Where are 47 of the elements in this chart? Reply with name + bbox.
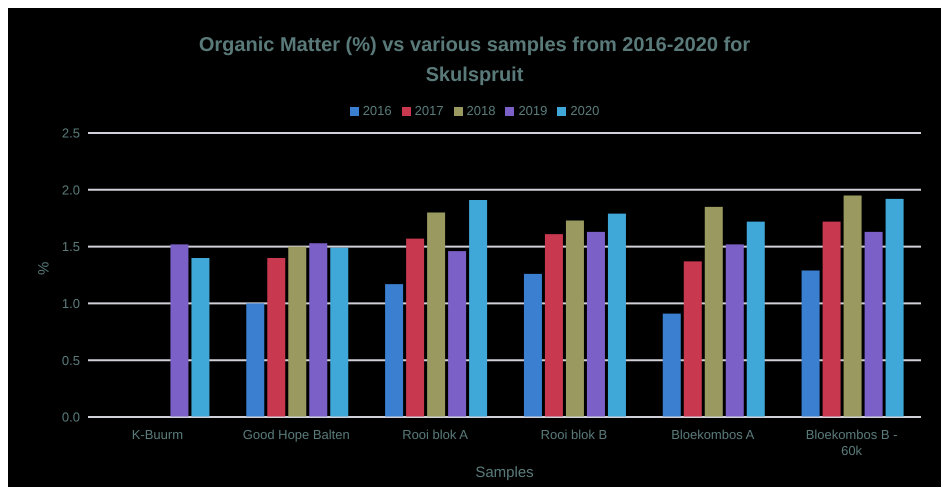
bar (566, 220, 584, 417)
bar (469, 200, 488, 417)
x-tick-label: Bloekombos A (671, 427, 755, 442)
bar (406, 238, 424, 417)
bar (864, 232, 883, 417)
bar (544, 234, 563, 417)
bar (246, 303, 264, 417)
y-tick-label: 2.5 (62, 126, 80, 141)
y-tick-label: 1.0 (62, 296, 80, 312)
bar (746, 222, 765, 417)
x-tick-label: K-Buurm (132, 427, 184, 442)
bar (586, 232, 605, 417)
y-tick-label: 0.0 (62, 410, 80, 425)
legend-label: 2018 (466, 103, 496, 118)
y-axis-title: % (35, 262, 52, 275)
bar (524, 274, 542, 417)
bar (886, 198, 904, 417)
bar (822, 222, 841, 417)
legend-label: 2019 (518, 103, 548, 118)
x-tick-label: Bloekombos B - 60k (806, 427, 898, 458)
bar (684, 261, 702, 417)
bar (267, 258, 286, 417)
x-tick-label: Good Hope Balten (242, 427, 350, 442)
bar (170, 244, 188, 417)
x-tick-label: Rooi blok B (540, 427, 608, 442)
bar (330, 248, 348, 417)
bar (608, 214, 626, 417)
chart-title: Organic Matter (%) vs various samples from 2016-2020 for Skulspruit (198, 33, 752, 88)
bar (191, 258, 210, 417)
bar (309, 243, 328, 417)
legend-label: 2020 (570, 103, 600, 118)
legend-label: 2017 (414, 103, 444, 118)
legend-label: 2016 (362, 103, 392, 118)
y-tick-label: 0.5 (62, 352, 80, 368)
x-axis-title: Samples (475, 464, 534, 481)
bar (726, 244, 744, 417)
bar (448, 251, 466, 417)
bar (844, 195, 862, 417)
bar (385, 284, 404, 417)
y-tick-label: 1.5 (62, 239, 80, 254)
bar (802, 270, 820, 417)
x-tick-label: Rooi blok A (402, 427, 468, 442)
bar (662, 314, 681, 417)
bar (427, 212, 446, 417)
bar (288, 246, 306, 417)
y-tick-label: 2.0 (62, 182, 80, 198)
bar (704, 206, 723, 417)
